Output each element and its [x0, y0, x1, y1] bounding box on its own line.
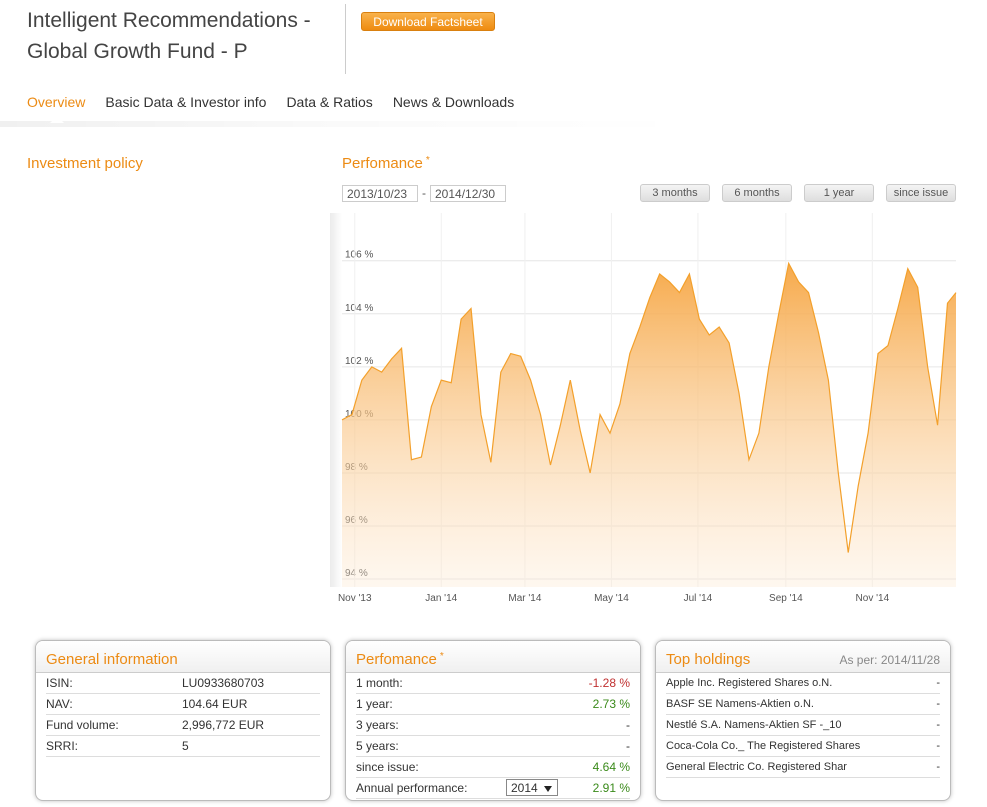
fund-title: Global Growth Fund - P: [27, 40, 248, 63]
tab-bar: Overview Basic Data & Investor info Data…: [27, 94, 514, 110]
row-value: -: [936, 761, 940, 773]
range-button[interactable]: 3 months: [640, 184, 710, 202]
row-label: 1 month:: [356, 676, 403, 690]
y-tick-label: 104 %: [345, 303, 373, 314]
table-row: 1 year: 2.73 %: [356, 694, 630, 715]
row-label: since issue:: [356, 760, 419, 774]
row-value: -: [936, 698, 940, 710]
x-tick-label: Jul '14: [684, 593, 713, 604]
table-row: Apple Inc. Registered Shares o.N. -: [666, 673, 940, 694]
x-tick-label: Nov '14: [856, 593, 890, 604]
row-value: 104.64 EUR: [182, 697, 248, 711]
range-button[interactable]: since issue: [886, 184, 956, 202]
y-tick-label: 102 %: [345, 356, 373, 367]
row-label: Coca-Cola Co._ The Registered Shares: [666, 740, 861, 752]
box-title: Top holdings As per: 2014/11/28: [656, 641, 950, 673]
range-button[interactable]: 6 months: [722, 184, 792, 202]
table-row: NAV: 104.64 EUR: [46, 694, 320, 715]
tab-notch: [50, 116, 64, 123]
x-tick-label: May '14: [594, 593, 629, 604]
row-label: 5 years:: [356, 739, 399, 753]
as-per: As per: 2014/11/28: [839, 653, 940, 667]
chart: 94 %96 %98 %100 %102 %104 %106 %Nov '13J…: [330, 213, 957, 604]
title-text: Perfomance: [342, 155, 423, 172]
table-row: Annual performance: 2.91 % 2014: [356, 778, 630, 799]
select-arrow: [544, 786, 552, 792]
row-label: Annual performance:: [356, 781, 468, 795]
row-label: NAV:: [46, 697, 73, 711]
tab[interactable]: Overview: [27, 94, 86, 110]
row-label: BASF SE Namens-Aktien o.N.: [666, 698, 814, 710]
row-value: 5: [182, 739, 189, 753]
row-value: 2.91 %: [592, 781, 630, 795]
date-from[interactable]: 2013/10/23: [342, 185, 418, 202]
date-to[interactable]: 2014/12/30: [430, 185, 506, 202]
tab[interactable]: News & Downloads: [392, 94, 515, 110]
title-mark: *: [425, 155, 430, 166]
row-value: 2,996,772 EUR: [182, 718, 265, 732]
row-value: LU0933680703: [182, 676, 265, 690]
row-label: ISIN:: [46, 676, 73, 690]
row-label: SRRI:: [46, 739, 79, 753]
table-row: Fund volume: 2,996,772 EUR: [46, 715, 320, 736]
chart-shadow: [330, 213, 342, 587]
row-value: -: [936, 740, 940, 752]
table-row: General Electric Co. Registered Shar -: [666, 757, 940, 778]
holdings-box: Top holdings As per: 2014/11/28 Apple Inc.…: [655, 640, 951, 801]
table-row: ISIN: LU0933680703: [46, 673, 320, 694]
row-value: -: [626, 718, 630, 732]
row-value: -1.28 %: [588, 676, 630, 690]
table-row: Coca-Cola Co._ The Registered Shares -: [666, 736, 940, 757]
line: [341, 261, 957, 553]
fund-title: Intelligent Recommendations -: [27, 9, 311, 32]
table-row: SRRI: 5: [46, 736, 320, 757]
x-tick-label: Nov '13: [338, 593, 372, 604]
download-button[interactable]: Download Factsheet: [361, 12, 495, 31]
general-info-box: General information ISIN: LU0933680703 NAV:…: [35, 640, 331, 801]
row-label: Nestlé S.A. Namens-Aktien SF -_10: [666, 719, 842, 731]
row-value: 2.73 %: [592, 697, 630, 711]
title-text: Top holdings: [666, 651, 751, 668]
table-row: since issue: 4.64 %: [356, 757, 630, 778]
row-label: 1 year:: [356, 697, 393, 711]
x-tick-label: Jan '14: [425, 593, 457, 604]
title-mark: *: [439, 651, 444, 662]
row-value: 4.64 %: [592, 760, 630, 774]
row-label: Fund volume:: [46, 718, 119, 732]
row-label: 3 years:: [356, 718, 399, 732]
row-label: General Electric Co. Registered Shar: [666, 761, 847, 773]
table-row: 3 years: -: [356, 715, 630, 736]
performance-box: Perfomance * 1 month: -1.28 % 1 year: 2.73 % 3…: [345, 640, 641, 801]
row-value: -: [626, 739, 630, 753]
table-row: 1 month: -1.28 %: [356, 673, 630, 694]
x-tick-label: Sep '14: [769, 593, 803, 604]
range-button[interactable]: 1 year: [804, 184, 874, 202]
tab[interactable]: Data & Ratios: [286, 94, 373, 110]
year-select[interactable]: 2014: [506, 779, 558, 796]
section-title: Perfomance *: [342, 155, 430, 172]
tab-shadow: [0, 121, 690, 127]
table-row: BASF SE Namens-Aktien o.N. -: [666, 694, 940, 715]
table-row: 5 years: -: [356, 736, 630, 757]
title-text: Perfomance: [356, 651, 437, 668]
y-tick-label: 106 %: [345, 250, 373, 261]
tab[interactable]: Basic Data & Investor info: [105, 94, 267, 110]
divider: [345, 4, 346, 74]
row-value: -: [936, 719, 940, 731]
box-title: Perfomance *: [346, 641, 640, 673]
row-label: Apple Inc. Registered Shares o.N.: [666, 677, 833, 689]
area: [342, 263, 956, 587]
box-title: General information: [36, 641, 330, 673]
section-title: Investment policy: [27, 155, 143, 172]
row-value: -: [936, 677, 940, 689]
x-tick-label: Mar '14: [508, 593, 541, 604]
date-separator: -: [422, 186, 426, 200]
table-row: Nestlé S.A. Namens-Aktien SF -_10 -: [666, 715, 940, 736]
